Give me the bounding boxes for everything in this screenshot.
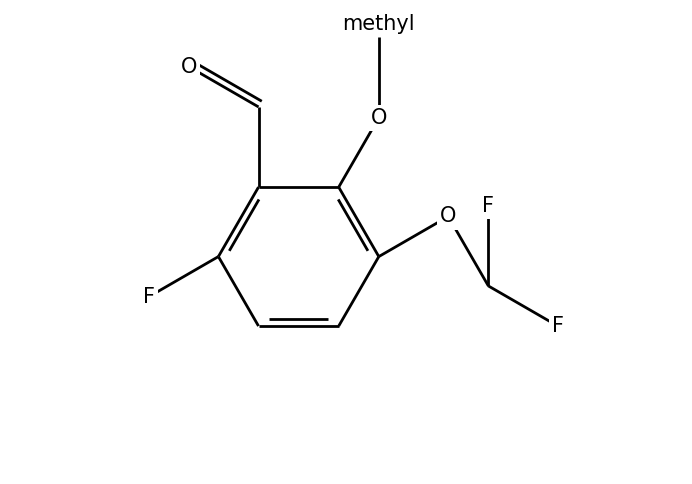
Text: F: F — [482, 196, 494, 216]
Text: F: F — [143, 287, 155, 307]
Text: O: O — [181, 57, 197, 77]
Text: F: F — [552, 316, 564, 336]
Text: O: O — [371, 107, 387, 128]
Text: methyl: methyl — [343, 14, 415, 34]
Text: O: O — [440, 207, 457, 227]
